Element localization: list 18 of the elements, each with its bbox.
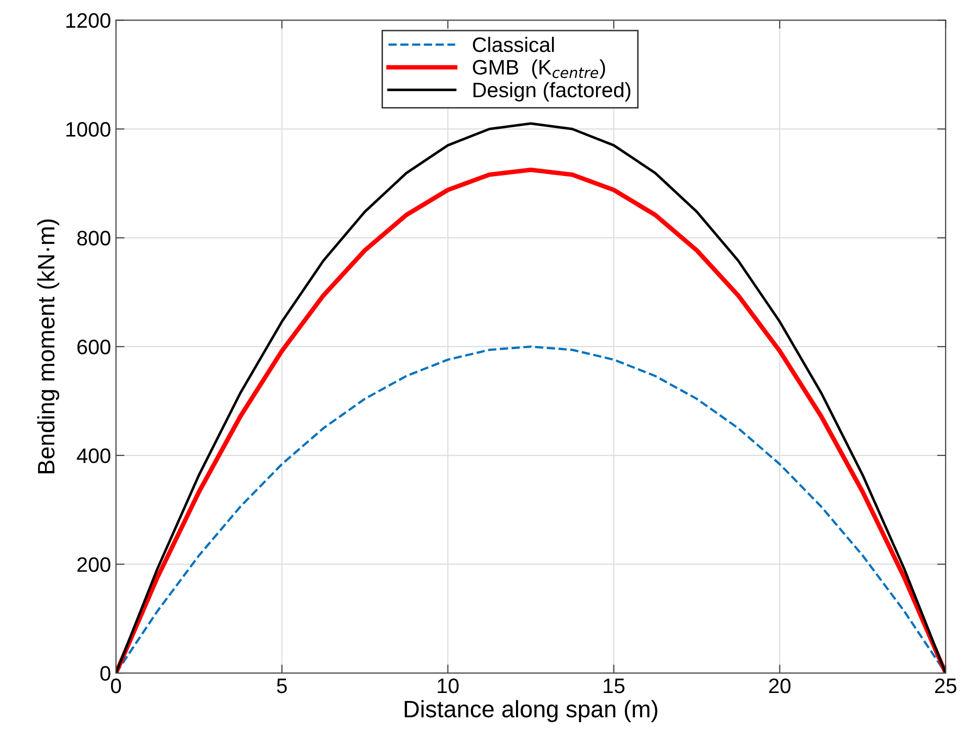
- y-tick-label: 400: [76, 448, 110, 464]
- legend-label: Classical: [472, 36, 554, 52]
- y-tick-label: 0: [100, 666, 110, 681]
- legend-label: GMB (K$_{centre}$): [472, 59, 606, 79]
- x-tick-label: 15: [604, 678, 624, 694]
- x-tick-label: 0: [111, 678, 121, 694]
- y-tick-label: 600: [77, 340, 110, 354]
- y-tick-label: 1000: [66, 122, 110, 137]
- x-tick-label: 20: [769, 678, 790, 694]
- y-axis-title: Bending moment (kN·m): [37, 219, 60, 474]
- y-tick-label: 800: [77, 230, 110, 246]
- y-tick-label: 1200: [66, 13, 110, 28]
- x-axis-title: Distance along span (m): [404, 700, 658, 722]
- x-tick-label: 10: [438, 678, 459, 694]
- x-tick-label: 5: [276, 678, 287, 694]
- legend-label: Design (factored): [474, 82, 630, 102]
- x-tick-label: 25: [935, 678, 956, 694]
- y-tick-label: 200: [77, 557, 110, 572]
